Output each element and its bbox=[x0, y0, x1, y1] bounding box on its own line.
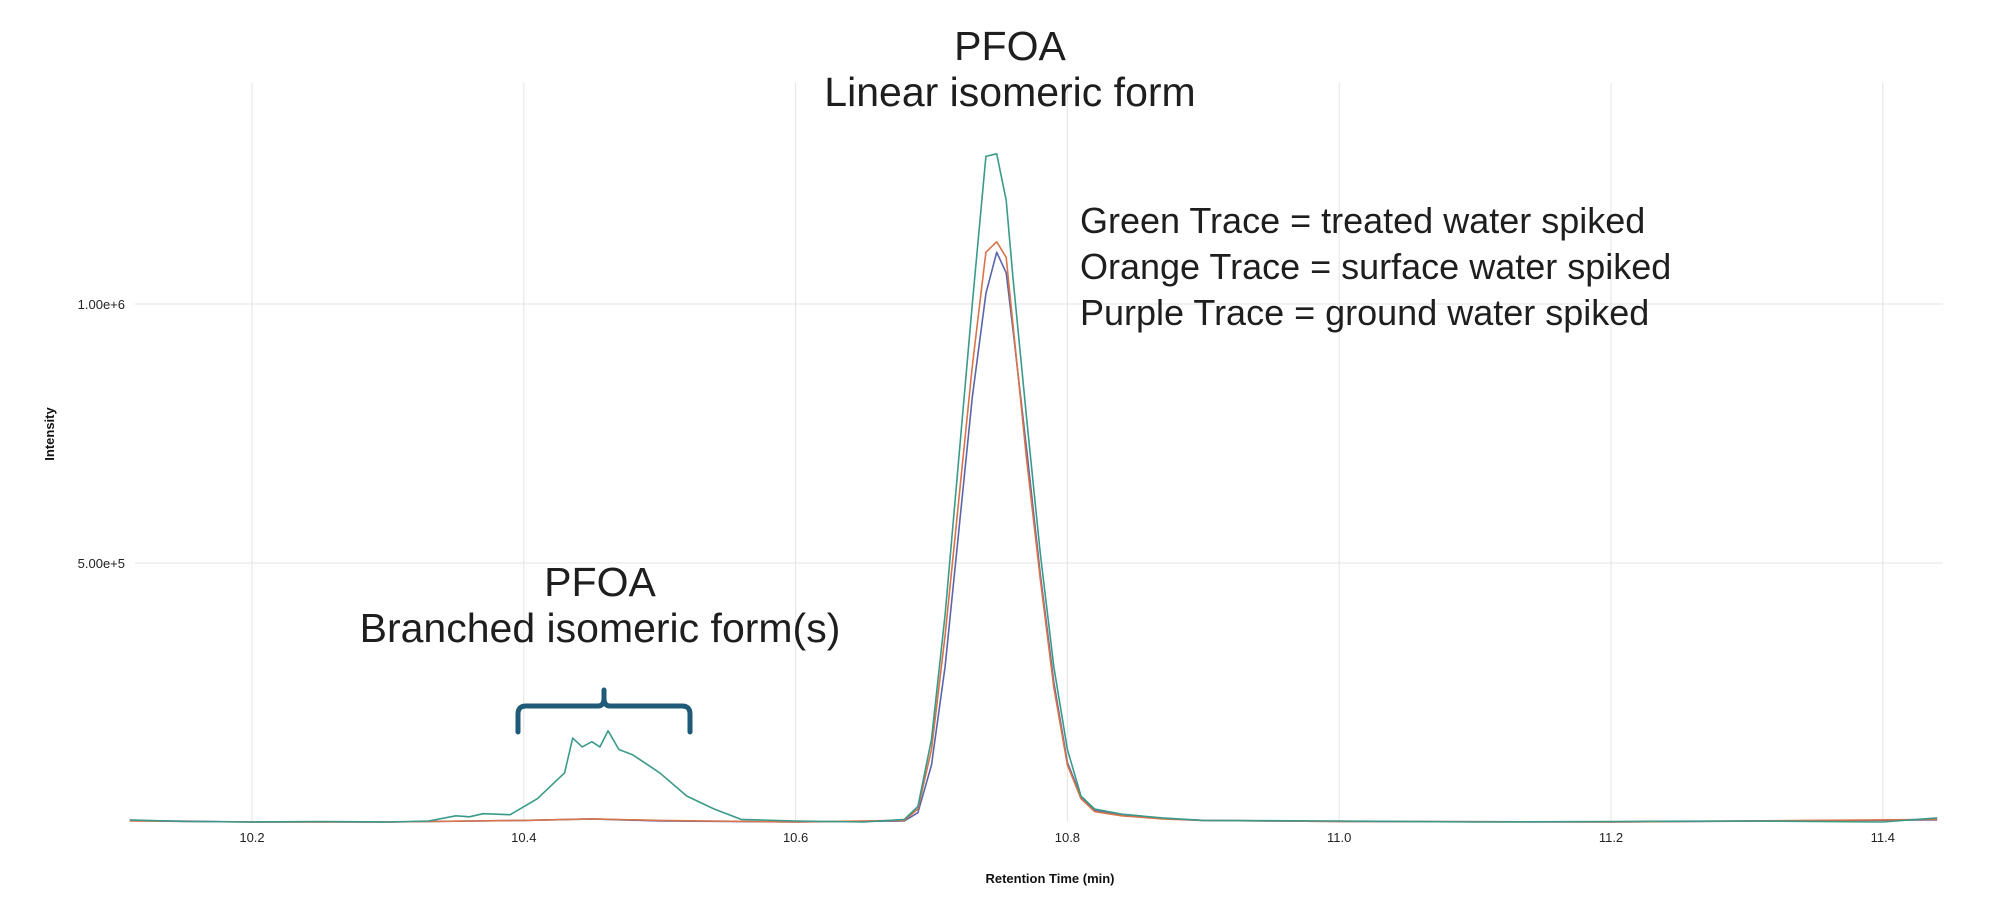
linear-annotation-compound: PFOA bbox=[954, 23, 1066, 69]
branched-annotation-form: Branched isomeric form(s) bbox=[359, 604, 841, 651]
y-tick-labels: 5.00e+5 1.00e+6 bbox=[78, 297, 125, 571]
y-axis-title: Intensity bbox=[42, 407, 57, 461]
x-tick-label: 10.4 bbox=[511, 830, 536, 845]
branched-annotation-compound: PFOA bbox=[544, 559, 656, 605]
series-lines bbox=[129, 153, 1938, 823]
purple-trace-line bbox=[129, 251, 1938, 823]
x-tick-label: 10.2 bbox=[239, 830, 264, 845]
x-tick-labels: 10.2 10.4 10.6 10.8 11.0 11.2 11.4 bbox=[239, 830, 1895, 845]
x-tick-label: 10.8 bbox=[1055, 830, 1080, 845]
gridlines bbox=[135, 83, 1943, 822]
linear-isomer-annotation: PFOA Linear isomeric form bbox=[810, 23, 1210, 116]
x-tick-label: 11.2 bbox=[1599, 830, 1623, 845]
legend-purple-trace: Purple Trace = ground water spiked bbox=[1080, 292, 1650, 333]
orange-trace-line bbox=[129, 241, 1938, 823]
branched-isomer-brace bbox=[515, 687, 693, 735]
legend-orange-trace: Orange Trace = surface water spiked bbox=[1080, 246, 1672, 287]
linear-annotation-form: Linear isomeric form bbox=[824, 68, 1196, 115]
x-axis-title: Retention Time (min) bbox=[985, 871, 1114, 886]
green-trace-line bbox=[129, 153, 1938, 823]
x-tick-label: 11.0 bbox=[1327, 830, 1351, 845]
branched-isomer-annotation: PFOA Branched isomeric form(s) bbox=[340, 559, 860, 652]
trace-legend: Green Trace = treated water spiked Orang… bbox=[1080, 198, 1671, 336]
y-tick-label: 5.00e+5 bbox=[78, 556, 125, 571]
legend-green-trace: Green Trace = treated water spiked bbox=[1080, 200, 1646, 241]
y-tick-label: 1.00e+6 bbox=[78, 297, 125, 312]
x-tick-label: 10.6 bbox=[783, 830, 808, 845]
x-tick-label: 11.4 bbox=[1871, 830, 1895, 845]
